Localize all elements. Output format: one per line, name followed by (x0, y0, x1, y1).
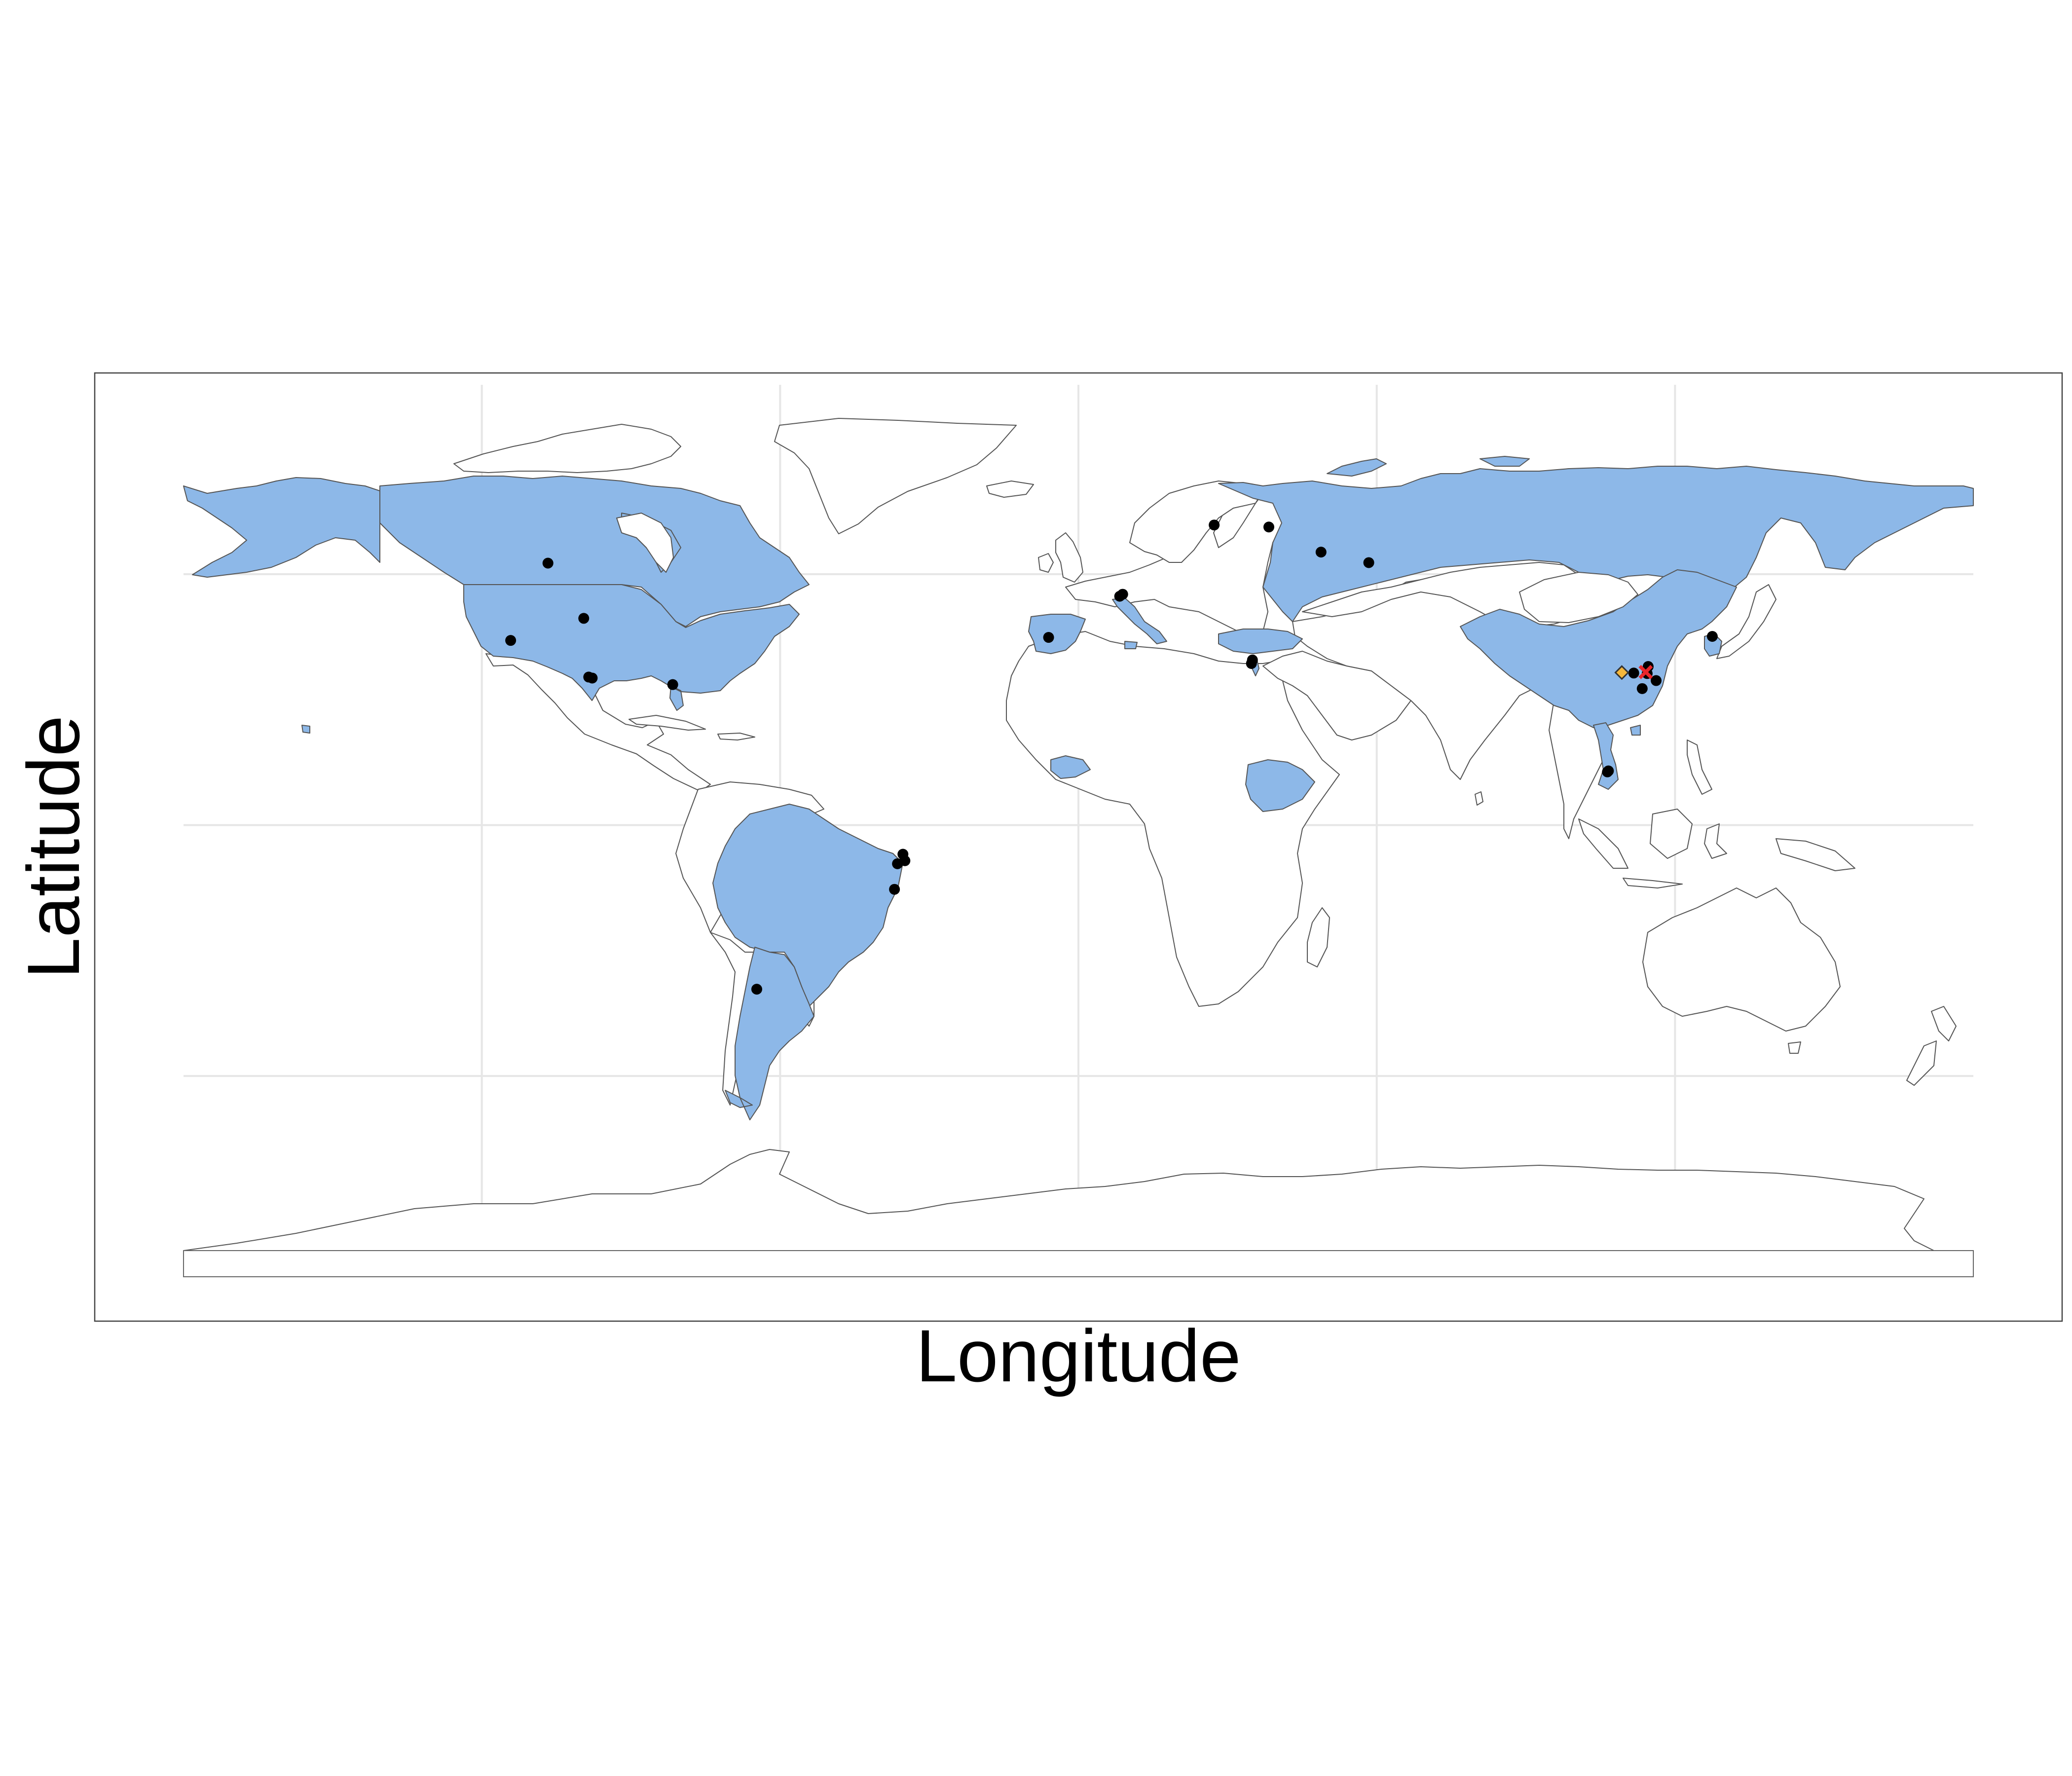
point-marker (751, 984, 762, 995)
point-marker (1246, 658, 1257, 669)
hudson-bay-shape (616, 513, 674, 573)
madagascar-shape (1307, 907, 1330, 967)
alaska-shape (183, 477, 380, 578)
java-shape (1623, 878, 1683, 888)
argentina-shape (725, 947, 814, 1120)
spain-shape (1028, 614, 1086, 654)
globe-outline (183, 1250, 1974, 1277)
new-guinea-shape (1776, 838, 1855, 871)
hispaniola-shape (717, 733, 755, 740)
point-marker (587, 672, 598, 684)
point-marker (1263, 521, 1274, 533)
turkey-shape (1218, 629, 1303, 654)
antarctica-shape (183, 1149, 1974, 1277)
greenland-shape (774, 418, 1017, 534)
sulawesi-shape (1704, 823, 1727, 859)
new-zealand-shape (1906, 1006, 1957, 1086)
burkina-faso-shape (1050, 755, 1091, 779)
great-britain-shape (1055, 532, 1083, 583)
russia-shape (1218, 456, 1974, 622)
point-marker (1636, 683, 1648, 694)
point-marker-orange (1614, 665, 1629, 680)
point-marker (1117, 589, 1128, 600)
point-marker (1628, 667, 1639, 679)
point-marker (889, 884, 900, 895)
point-layer (505, 519, 1718, 995)
point-marker (1043, 632, 1054, 643)
point-marker (667, 679, 678, 690)
point-marker (578, 613, 590, 624)
ireland-shape (1038, 553, 1054, 573)
italy-shape (1112, 597, 1167, 649)
japan-shape (1716, 584, 1776, 659)
iceland-shape (986, 481, 1034, 498)
arctic-archipelago-shape (453, 424, 681, 473)
point-marker-red (1638, 665, 1653, 679)
africa-shape (1006, 631, 1340, 1007)
point-marker (1602, 766, 1613, 777)
point-marker (1363, 557, 1374, 568)
point-marker (1209, 519, 1220, 531)
point-marker (505, 635, 517, 646)
sumatra-shape (1578, 818, 1628, 869)
sri-lanka-shape (1475, 791, 1483, 806)
point-marker (1706, 631, 1718, 642)
ethiopia-shape (1245, 759, 1315, 812)
point-marker (892, 858, 903, 869)
philippines-shape (1687, 740, 1712, 795)
china-shape (1460, 569, 1737, 736)
brazil-shape (712, 804, 903, 1007)
scandinavia-shape (1129, 481, 1263, 563)
mongolia-shape (1519, 572, 1638, 623)
panel-frame (94, 372, 2063, 1322)
x-axis-title: Longitude (916, 1314, 1241, 1397)
united-states-shape (463, 584, 800, 711)
australia-shape (1642, 888, 1841, 1032)
tasmania-shape (1788, 1041, 1801, 1054)
world-map (183, 418, 1974, 1277)
cuba-shape (629, 715, 706, 731)
point-marker (1651, 675, 1662, 686)
y-axis-title: Latitude (12, 715, 95, 979)
point-marker (1315, 547, 1327, 558)
point-marker (542, 557, 554, 569)
borneo-shape (1650, 809, 1693, 859)
hawaii-shape (301, 725, 310, 734)
